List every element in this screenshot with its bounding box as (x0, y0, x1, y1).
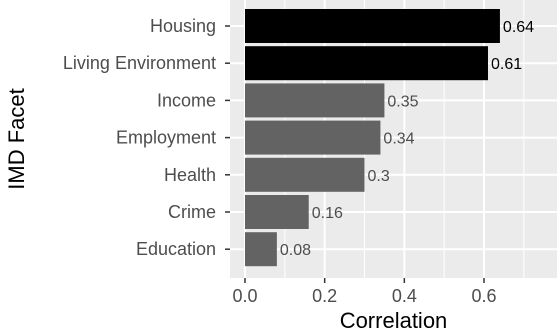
y-tick-label: Income (157, 90, 216, 110)
bar-value-label: 0.61 (491, 56, 522, 73)
bar (245, 9, 500, 43)
bar-value-label: 0.3 (368, 168, 390, 185)
y-axis: Housing Living Environment Income Employmen… (63, 16, 230, 259)
x-axis-title: Correlation (340, 308, 448, 333)
bar (245, 195, 309, 229)
bar (245, 83, 385, 118)
x-tick-label: 0.4 (392, 286, 417, 306)
bar (245, 157, 365, 192)
bar-value-label: 0.34 (383, 131, 414, 148)
bar-value-label: 0.64 (503, 19, 534, 36)
y-tick-label: Living Environment (63, 53, 216, 73)
value-labels: 0.64 0.61 0.35 0.34 0.3 0.16 0.08 (280, 19, 534, 259)
x-tick-label: 0.0 (232, 286, 257, 306)
bar-value-label: 0.16 (312, 205, 343, 222)
y-tick-label: Crime (168, 202, 216, 222)
y-axis-title: IMD Facet (4, 88, 29, 189)
x-tick-label: 0.6 (471, 286, 496, 306)
y-tick-label: Housing (150, 16, 216, 36)
y-tick-label: Health (164, 165, 216, 185)
bars (245, 9, 500, 267)
bar-value-label: 0.08 (280, 242, 311, 259)
bar (245, 46, 488, 81)
x-tick-label: 0.2 (312, 286, 337, 306)
x-axis: 0.0 0.2 0.4 0.6 (232, 278, 497, 306)
y-tick-label: Employment (116, 128, 216, 148)
bar-value-label: 0.35 (387, 93, 418, 110)
bar (245, 120, 381, 155)
y-tick-label: Education (136, 239, 216, 259)
bar (245, 232, 277, 267)
